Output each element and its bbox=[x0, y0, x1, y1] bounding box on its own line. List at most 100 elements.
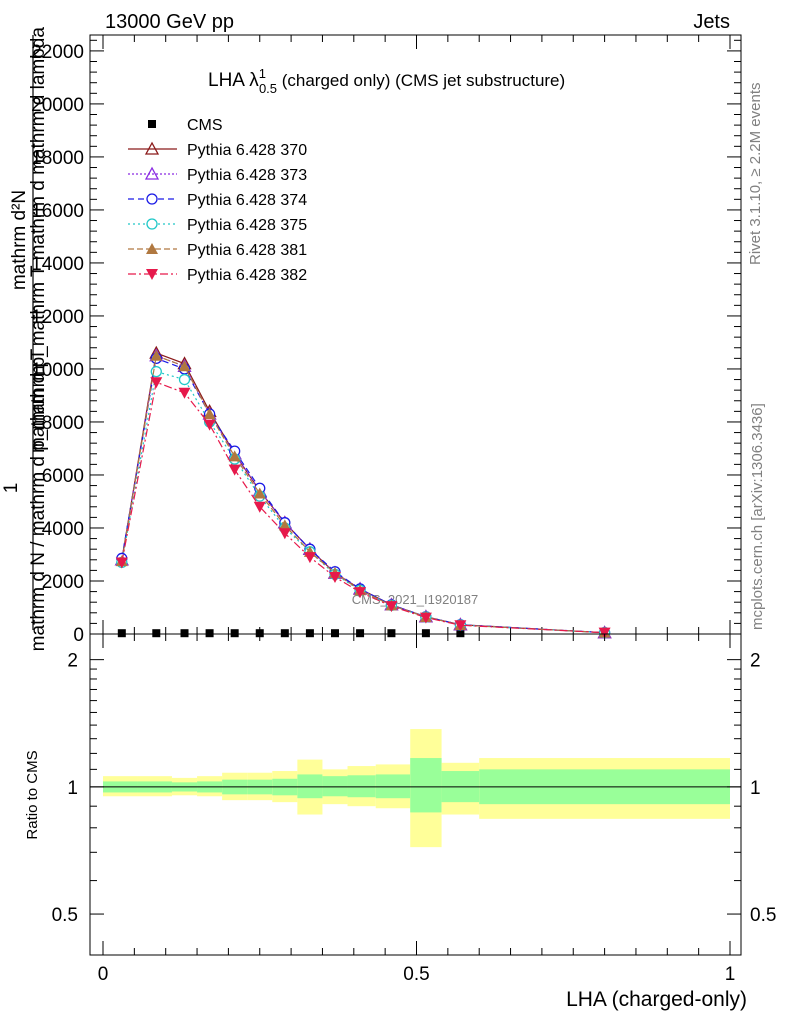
data-point bbox=[387, 629, 396, 638]
ratio-y-tick-label-right: 1 bbox=[750, 778, 761, 799]
energy-label: 13000 GeV pp bbox=[105, 11, 234, 33]
x-tick-label: 0.5 bbox=[403, 964, 429, 985]
ratio-y-tick-label: 2 bbox=[67, 651, 78, 672]
legend-entry: Pythia 6.428 375 bbox=[128, 217, 307, 234]
legend-label: Pythia 6.428 373 bbox=[187, 167, 307, 184]
ratio-band-inner bbox=[297, 774, 323, 799]
legend-marker bbox=[144, 141, 160, 155]
ratio-band-inner bbox=[375, 774, 411, 799]
data-point bbox=[253, 487, 266, 499]
data-point bbox=[356, 629, 365, 638]
data-point bbox=[278, 519, 291, 531]
analysis-watermark: CMS_2021_I1920187 bbox=[352, 592, 479, 607]
main-y-tick-label: 4000 bbox=[42, 519, 84, 540]
data-point bbox=[150, 349, 163, 361]
process-label: Jets bbox=[693, 11, 730, 33]
legend-marker bbox=[146, 243, 158, 254]
main-ylabel: mathrm d²N mathrm d p_mathrm T mathrm d … bbox=[1, 27, 49, 652]
ratio-bands bbox=[103, 729, 730, 848]
ratio-y-tick-label: 0.5 bbox=[52, 905, 78, 926]
data-point bbox=[456, 629, 465, 638]
main-y-tick-label: 2000 bbox=[42, 572, 84, 593]
ratio-y-tick-label-right: 0.5 bbox=[750, 905, 776, 926]
data-point bbox=[303, 552, 316, 564]
main-y-tick-label: 6000 bbox=[42, 466, 84, 487]
data-point bbox=[230, 629, 239, 638]
data-point bbox=[203, 419, 216, 431]
ratio-x-axis: 0 0.5 1 bbox=[98, 634, 736, 985]
legend-label: Pythia 6.428 382 bbox=[187, 267, 307, 284]
data-point bbox=[454, 620, 467, 632]
data-point bbox=[280, 629, 289, 638]
ylabel-one: 1 bbox=[1, 483, 22, 494]
legend-entry: Pythia 6.428 370 bbox=[128, 141, 307, 159]
data-point bbox=[150, 377, 163, 389]
ratio-y-axis: 0.5 0.5 1 1 2 2 bbox=[52, 651, 777, 926]
data-point bbox=[305, 629, 314, 638]
main-y-tick-label: 18000 bbox=[31, 148, 84, 169]
data-point bbox=[115, 557, 128, 569]
main-y-tick-label: 16000 bbox=[31, 201, 84, 222]
ratio-y-tick-label-right: 2 bbox=[750, 651, 761, 672]
data-point bbox=[150, 365, 162, 378]
ratio-band-inner bbox=[322, 776, 348, 797]
series-pythia-6-428-381 bbox=[115, 349, 611, 638]
mcplots-label: mcplots.cern.ch [arXiv:1306.3436] bbox=[749, 403, 766, 630]
data-point bbox=[203, 408, 216, 420]
main-y-tick-label: 20000 bbox=[31, 95, 84, 116]
main-y-tick-label: 22000 bbox=[31, 42, 84, 63]
data-point bbox=[205, 629, 214, 638]
data-point bbox=[152, 629, 161, 638]
ylabel-bottom: mathrm d N / mathrm d p_mathrm T bbox=[28, 348, 49, 651]
series-pythia-6-428-382 bbox=[115, 377, 611, 639]
data-point bbox=[598, 627, 611, 639]
ratio-ylabel: Ratio to CMS bbox=[24, 750, 41, 839]
rivet-label: Rivet 3.1.10, ≥ 2.2M events bbox=[747, 83, 764, 266]
legend-label: Pythia 6.428 375 bbox=[187, 217, 307, 234]
legend-entry: Pythia 6.428 381 bbox=[128, 242, 307, 259]
legend-entry: Pythia 6.428 373 bbox=[128, 166, 307, 184]
series-line bbox=[121, 381, 605, 634]
data-point bbox=[385, 601, 398, 613]
data-point bbox=[228, 450, 241, 462]
main-y-tick-label: 0 bbox=[73, 625, 84, 646]
legend-marker bbox=[146, 218, 158, 230]
data-point bbox=[178, 360, 191, 372]
legend-label: Pythia 6.428 374 bbox=[187, 192, 307, 209]
ylabel-top: mathrm d²N bbox=[9, 190, 30, 290]
x-tick-label: 0 bbox=[98, 964, 109, 985]
series-layer bbox=[114, 345, 612, 639]
ratio-y-tick-label: 1 bbox=[67, 778, 78, 799]
data-point bbox=[278, 528, 291, 540]
legend-marker bbox=[146, 193, 158, 205]
data-point bbox=[354, 587, 367, 599]
legend: CMS Pythia 6.428 370 Pythia 6.428 373 Pythi… bbox=[128, 117, 307, 284]
main-y-tick-label: 10000 bbox=[31, 360, 84, 381]
data-point bbox=[228, 464, 241, 476]
legend-label: Pythia 6.428 370 bbox=[187, 142, 307, 159]
data-point bbox=[255, 629, 264, 638]
data-point bbox=[330, 629, 339, 638]
main-x-axis bbox=[102, 35, 731, 634]
data-point bbox=[178, 373, 191, 386]
main-y-tick-label: 14000 bbox=[31, 254, 84, 275]
plot-title: LHA λ1 0.5 (charged only) (CMS jet substr… bbox=[208, 66, 565, 96]
data-point bbox=[180, 629, 189, 638]
legend-label: CMS bbox=[187, 117, 223, 134]
data-point bbox=[419, 612, 432, 624]
legend-label: Pythia 6.428 381 bbox=[187, 242, 307, 259]
x-axis-label: LHA (charged-only) bbox=[566, 988, 747, 1011]
data-point bbox=[328, 572, 341, 584]
data-point bbox=[117, 629, 126, 638]
x-tick-label: 1 bbox=[725, 964, 736, 985]
series-cms bbox=[117, 629, 609, 638]
main-y-axis: 0 2000 4000 6000 8000 10000 12000 14000 16000 180… bbox=[31, 39, 741, 646]
legend-marker bbox=[144, 166, 160, 180]
main-y-tick-label: 12000 bbox=[31, 307, 84, 328]
legend-entry: Pythia 6.428 374 bbox=[128, 192, 307, 209]
legend-entry: Pythia 6.428 382 bbox=[128, 267, 307, 284]
series-line bbox=[121, 354, 605, 634]
legend-marker bbox=[146, 269, 158, 280]
main-y-tick-label: 8000 bbox=[42, 413, 84, 434]
